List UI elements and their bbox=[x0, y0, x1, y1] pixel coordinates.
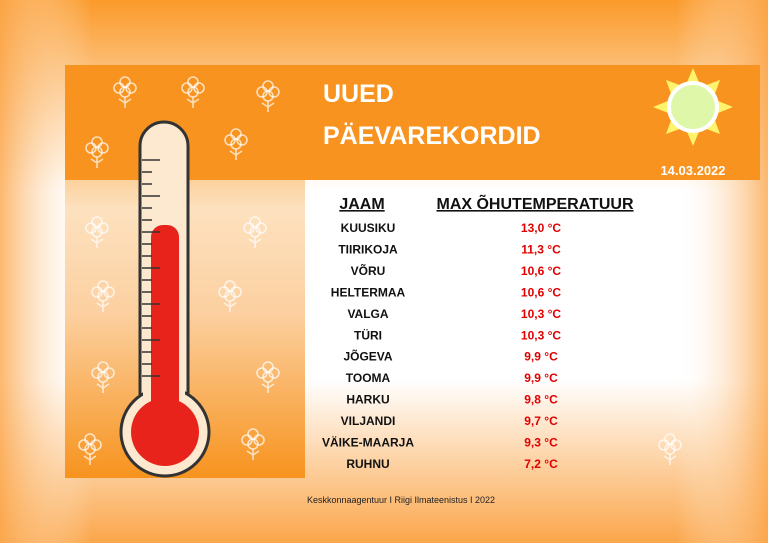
station: JÕGEVA bbox=[343, 349, 392, 364]
column-header: MAX ÕHUTEMPERATUUR bbox=[436, 193, 633, 213]
temperature: 9,9 °C bbox=[524, 371, 558, 385]
temperature: 10,6 °C bbox=[521, 264, 561, 278]
temperature: 11,3 °C bbox=[521, 242, 561, 256]
temperature: 10,3 °C bbox=[521, 307, 561, 321]
column-header: JAAM bbox=[339, 196, 384, 213]
station: RUHNU bbox=[346, 457, 389, 471]
station: TÜRI bbox=[354, 327, 382, 342]
temperature: 9,9 °C bbox=[524, 350, 558, 364]
temperature: 7,2 °C bbox=[524, 457, 558, 471]
temperature: 9,8 °C bbox=[524, 393, 558, 407]
station: TOOMA bbox=[346, 371, 391, 385]
station: VÄIKE-MAARJA bbox=[322, 435, 414, 450]
station: KUUSIKU bbox=[341, 221, 396, 235]
sun bbox=[653, 68, 733, 146]
title: PÄEVAREKORDID bbox=[323, 122, 541, 150]
footer: Keskkonnaagentuur I Riigi Ilmateenistus … bbox=[307, 495, 495, 505]
temperature: 10,6 °C bbox=[521, 285, 561, 299]
temperature: 9,7 °C bbox=[524, 414, 558, 428]
station: VILJANDI bbox=[341, 414, 396, 428]
station: VALGA bbox=[347, 307, 388, 321]
title: UUED bbox=[323, 80, 394, 108]
temperature: 10,3 °C bbox=[521, 328, 561, 342]
date: 14.03.2022 bbox=[660, 163, 725, 178]
temperature: 9,3 °C bbox=[524, 436, 558, 450]
station: HELTERMAA bbox=[331, 285, 406, 299]
station: VÕRU bbox=[351, 263, 386, 278]
thermometer bbox=[119, 120, 211, 478]
temperature: 13,0 °C bbox=[521, 221, 561, 235]
station: TIIRIKOJA bbox=[338, 242, 398, 256]
station: HARKU bbox=[346, 393, 389, 407]
